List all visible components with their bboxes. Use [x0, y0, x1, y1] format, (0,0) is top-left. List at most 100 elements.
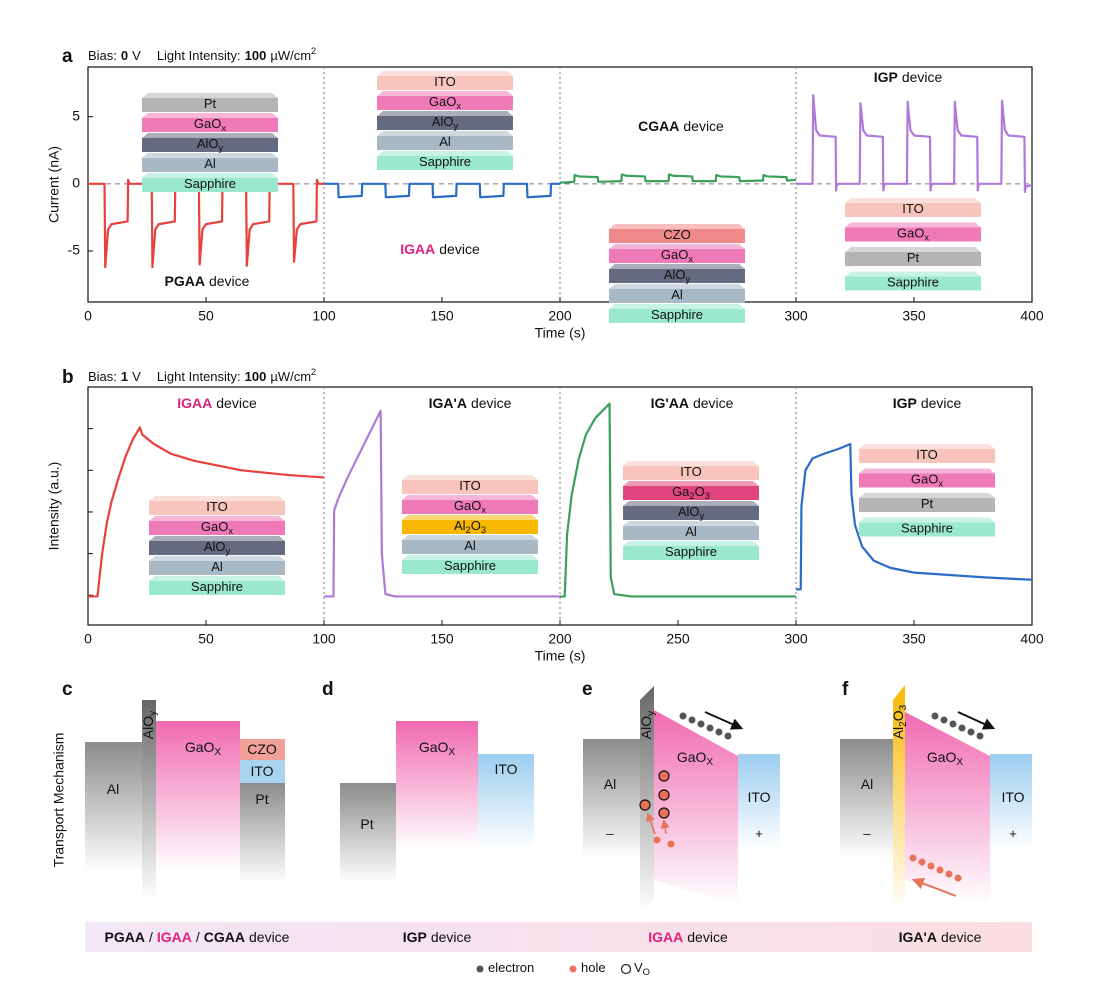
label-part: x	[938, 479, 943, 489]
layer-top	[402, 475, 538, 480]
panel-label: e	[582, 679, 593, 700]
layer-face	[609, 229, 745, 243]
layer-label: Sapphire	[184, 176, 236, 191]
label-part: 3	[898, 704, 909, 710]
layer-top	[402, 535, 538, 540]
band-label: +	[755, 826, 763, 841]
electron-arrow	[704, 711, 744, 730]
device-label: IG'AA device	[651, 395, 734, 411]
label-part: y	[226, 546, 231, 556]
label-part: Al	[454, 518, 466, 533]
layer	[142, 173, 278, 192]
footer-part: device	[941, 929, 982, 945]
layer-top	[623, 501, 759, 506]
al-band	[85, 742, 142, 872]
footer-part: IGP	[403, 929, 427, 945]
layer-top	[402, 495, 538, 500]
layer-label: GaOx	[911, 472, 943, 489]
layer-label: Ga2O3	[672, 484, 710, 501]
device-suffix: device	[683, 118, 724, 134]
layer-top	[859, 517, 995, 523]
footer-part: /	[149, 929, 153, 945]
x-tick-label: 0	[84, 631, 92, 647]
label-part: ITO	[1001, 789, 1024, 805]
layer-label: Pt	[204, 96, 217, 111]
label-part: Al	[204, 156, 216, 171]
label-part: Sapphire	[887, 275, 939, 290]
device-name: IG'AA	[651, 395, 689, 411]
label-part: GaO	[419, 739, 449, 755]
label-part: ITO	[459, 478, 480, 493]
footer-part: device	[687, 929, 728, 945]
pt-band	[240, 783, 285, 883]
band-label: Al	[604, 776, 616, 792]
label-part: AlO	[204, 539, 226, 554]
header-part: Bias:	[88, 48, 117, 63]
label-part: ITO	[250, 763, 273, 779]
label-part: CZO	[663, 227, 690, 242]
layer	[845, 198, 981, 217]
x-tick-label: 150	[430, 308, 454, 324]
layer-label: Al	[439, 134, 451, 149]
device-name: IGP	[874, 69, 898, 85]
layer-top	[377, 151, 513, 156]
layer-label: GaOx	[194, 116, 226, 133]
label-part: hole	[581, 960, 606, 975]
band-label: Pt	[360, 816, 373, 832]
y-tick-label: 5	[72, 107, 80, 123]
layer-label: Sapphire	[191, 579, 243, 594]
label-part: 2	[466, 525, 471, 535]
layer-top	[149, 556, 285, 561]
gaox-band	[905, 712, 990, 905]
x-tick-label: 400	[1020, 308, 1044, 324]
layer-face	[377, 156, 513, 170]
layer	[845, 247, 981, 266]
label-part: Pt	[360, 816, 373, 832]
label-part: y	[219, 143, 224, 153]
label-part: y	[686, 274, 691, 284]
layer	[609, 224, 745, 243]
series-line	[560, 402, 796, 598]
layer	[149, 556, 285, 575]
x-tick-label: 50	[198, 631, 214, 647]
layer-face	[149, 541, 285, 555]
layer	[609, 304, 745, 323]
layer-face	[377, 136, 513, 150]
band-shapes	[85, 685, 1032, 952]
label-part: Pt	[907, 250, 920, 265]
layer-top	[149, 496, 285, 501]
label-part: ITO	[434, 74, 455, 89]
label-part: Al	[861, 776, 873, 792]
label-part: Pt	[204, 96, 217, 111]
layer-top	[377, 131, 513, 136]
label-part: O	[695, 484, 705, 499]
x-tick-label: 400	[1020, 631, 1044, 647]
layer	[142, 93, 278, 112]
label-part: Al	[604, 776, 616, 792]
y-axis-label: Current (nA)	[46, 146, 62, 223]
al-band	[583, 739, 640, 859]
layer-top	[142, 113, 278, 118]
label-part: ITO	[902, 201, 923, 216]
label-part: 3	[481, 525, 486, 535]
layer-top	[609, 284, 745, 289]
footer-part: PGAA	[105, 929, 145, 945]
ito-band	[240, 760, 285, 783]
layer-label: Al	[204, 156, 216, 171]
layer	[402, 475, 538, 494]
label-part: O	[471, 518, 481, 533]
al-band	[840, 739, 893, 859]
device-label: IGAA device	[400, 241, 480, 257]
label-part: Al	[439, 134, 451, 149]
series-line	[324, 182, 560, 199]
layer	[623, 461, 759, 480]
layer-label: Sapphire	[419, 154, 471, 169]
x-tick-label: 100	[312, 631, 336, 647]
layer-top	[142, 93, 278, 98]
label-part: AlO	[664, 267, 686, 282]
layer-top	[623, 461, 759, 466]
label-part: Al	[890, 727, 906, 739]
layer-top	[623, 481, 759, 486]
label-part: GaO	[194, 116, 221, 131]
layer-face	[623, 506, 759, 520]
